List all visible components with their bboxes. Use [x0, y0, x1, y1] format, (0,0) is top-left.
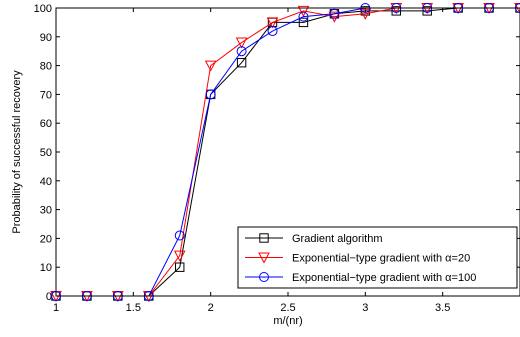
x-tick-label: 2: [208, 302, 214, 314]
y-tick-label: 90: [40, 32, 52, 44]
legend-label: Exponential−type gradient with α=20: [292, 253, 470, 265]
y-tick-label: 10: [40, 262, 52, 274]
plot-frame: [55, 7, 520, 297]
data-point: [298, 11, 309, 22]
data-point: [173, 250, 186, 262]
legend-entry: Exponential−type gradient with α=20: [245, 252, 470, 265]
x-tick-label: 1.5: [126, 302, 141, 314]
x-tick-label: 2.5: [280, 302, 295, 314]
legend-label: Exponential−type gradient with α=100: [292, 272, 476, 284]
y-tick-label: 50: [40, 147, 52, 159]
y-tick-label: 40: [40, 176, 52, 188]
legend-marker: [259, 272, 269, 282]
x-tick-label: 3: [362, 302, 368, 314]
y-tick-label: 0: [46, 291, 52, 303]
y-axis-label: Probability of successful recovery: [11, 70, 23, 234]
legend-marker: [258, 252, 270, 264]
legend-marker: [259, 233, 269, 243]
legend-entries: Gradient algorithm Exponential−type gradi…: [245, 233, 476, 284]
x-tick-label: 3.5: [435, 302, 450, 314]
data-point: [205, 89, 216, 100]
data-point: [175, 262, 185, 272]
data-point: [266, 17, 279, 29]
data-point: [298, 17, 309, 28]
y-tick-label: 60: [40, 118, 52, 130]
data-point: [267, 26, 278, 37]
data-point: [235, 37, 248, 49]
y-tick-label: 70: [40, 89, 52, 101]
x-axis-label: m/(nr): [273, 315, 302, 327]
legend-entry: Exponential−type gradient with α=100: [245, 272, 476, 284]
data-point: [391, 6, 401, 16]
legend: Gradient algorithm Exponential−type gradi…: [237, 226, 518, 289]
legend-entry: Gradient algorithm: [245, 233, 383, 245]
y-tick-label: 20: [40, 233, 52, 245]
data-point: [236, 46, 247, 57]
data-point: [174, 230, 185, 241]
legend-box: [237, 226, 518, 289]
data-point: [328, 11, 341, 23]
data-point: [297, 5, 310, 17]
x-tick-label: 1: [53, 302, 59, 314]
data-point: [204, 60, 217, 72]
y-tick-label: 80: [40, 61, 52, 73]
legend-label: Gradient algorithm: [292, 233, 383, 245]
y-tick-label: 100: [34, 3, 52, 15]
data-point: [329, 8, 340, 19]
data-point: [359, 8, 372, 20]
data-point: [236, 58, 247, 68]
data-point: [422, 6, 432, 16]
ticks-layer: 0 10 20 30 40 50 60 70 80 90 100 1 1.5 2 2.5 3 3.5: [34, 3, 520, 314]
y-tick-label: 30: [40, 205, 52, 217]
